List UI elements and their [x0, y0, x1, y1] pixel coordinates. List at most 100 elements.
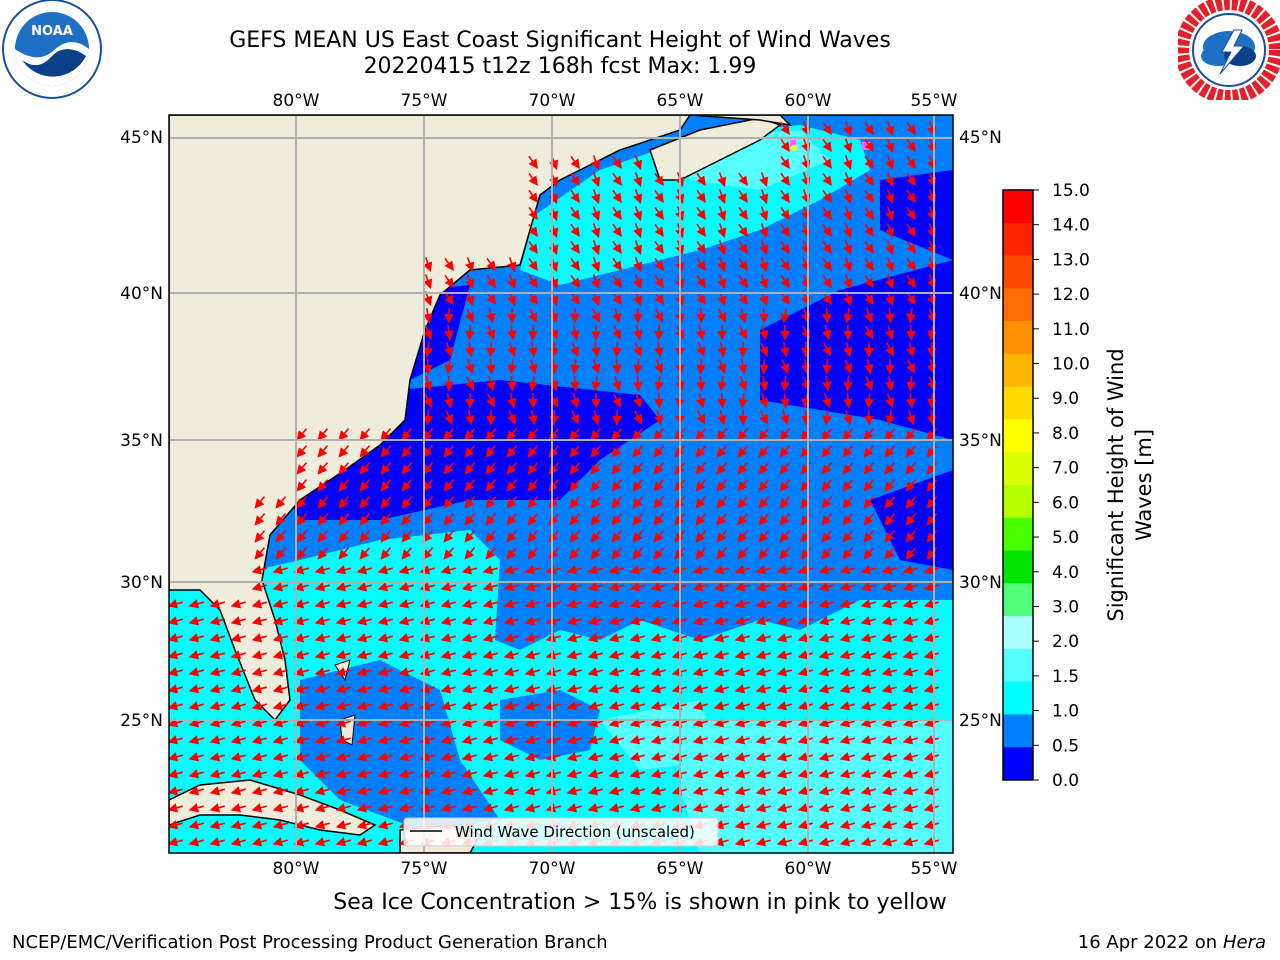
wind-arrow — [885, 307, 895, 324]
lon-label: 75°W — [401, 91, 448, 111]
wind-arrow — [839, 565, 856, 575]
lon-label: 65°W — [657, 859, 704, 879]
wind-arrow — [440, 565, 457, 575]
wind-arrow — [716, 428, 728, 441]
wind-arrow — [356, 752, 373, 762]
wind-arrow — [440, 582, 457, 592]
wind-arrow — [612, 308, 622, 324]
wind-arrow — [801, 409, 811, 426]
wind-arrow — [839, 599, 856, 609]
wind-arrow — [590, 445, 602, 458]
wind-arrow — [822, 307, 832, 324]
wind-arrow — [527, 530, 539, 543]
wind-arrow — [464, 462, 476, 475]
wind-arrow — [440, 599, 457, 609]
wind-arrow — [860, 565, 877, 575]
wind-arrow — [717, 375, 727, 392]
wind-arrow — [633, 274, 643, 290]
wind-arrow — [633, 358, 643, 375]
wind-arrow — [654, 375, 664, 392]
wind-arrow — [507, 358, 517, 375]
wind-arrow — [629, 701, 646, 711]
wind-arrow — [650, 752, 667, 762]
wind-arrow — [654, 392, 664, 409]
wind-arrow — [338, 547, 350, 560]
colorbar-tick-label: 4.0 — [1052, 563, 1079, 583]
wind-arrow — [860, 752, 877, 762]
wind-arrow — [486, 291, 496, 306]
wind-arrow — [566, 616, 583, 626]
wind-arrow — [612, 274, 622, 289]
wind-arrow — [528, 189, 538, 204]
wind-arrow — [717, 189, 727, 205]
wind-arrow — [377, 667, 394, 677]
wind-arrow — [737, 479, 749, 492]
wind-arrow — [169, 701, 184, 711]
wind-arrow — [923, 684, 940, 694]
wind-arrow — [251, 582, 268, 592]
colorbar-tick-label: 15.0 — [1052, 181, 1090, 201]
wind-arrow — [759, 307, 769, 324]
wind-arrow — [632, 445, 644, 458]
wind-arrow — [482, 582, 499, 592]
wind-arrow — [906, 274, 916, 289]
wind-arrow — [654, 410, 664, 426]
wind-arrow — [780, 392, 790, 409]
wind-arrow — [692, 701, 709, 711]
wind-arrow — [188, 701, 205, 711]
wind-arrow — [188, 718, 205, 728]
wind-arrow — [482, 633, 499, 643]
wind-arrow — [818, 667, 835, 677]
wind-arrow — [188, 616, 205, 626]
wind-arrow — [653, 462, 665, 475]
wind-arrow — [465, 308, 474, 323]
colorbar-swatch — [1003, 452, 1033, 486]
wind-arrow — [864, 358, 874, 375]
lat-label: 40°N — [120, 284, 163, 304]
wind-arrow — [923, 667, 940, 677]
wind-arrow — [482, 650, 499, 660]
wind-arrow — [335, 633, 352, 643]
colorbar-tick-label: 1.5 — [1052, 667, 1079, 687]
colorbar-tick-label: 1.0 — [1052, 702, 1079, 722]
wind-arrow — [696, 257, 706, 272]
wind-arrow — [839, 667, 856, 677]
wind-arrow — [188, 769, 205, 779]
wind-arrow — [465, 359, 475, 375]
wind-arrow — [335, 667, 352, 677]
wind-arrow — [839, 633, 856, 643]
wind-arrow — [717, 206, 727, 222]
wind-arrow — [293, 650, 310, 660]
wind-arrow — [423, 274, 433, 290]
wind-arrow — [885, 375, 895, 392]
lon-label: 80°W — [273, 91, 320, 111]
colorbar-swatch — [1003, 353, 1033, 388]
wind-arrow — [296, 479, 308, 492]
wind-arrow — [612, 189, 622, 204]
wind-arrow — [507, 410, 516, 425]
wind-arrow — [209, 718, 226, 728]
wind-arrow — [569, 428, 581, 441]
wind-arrow — [905, 530, 917, 543]
wind-arrow — [759, 172, 769, 188]
lat-label: 30°N — [959, 573, 1002, 593]
wind-arrow — [591, 308, 600, 323]
lat-label: 35°N — [959, 431, 1002, 451]
wind-arrow — [272, 735, 289, 745]
wind-arrow — [486, 325, 496, 340]
wind-arrow — [885, 206, 895, 222]
wind-arrow — [608, 701, 625, 711]
wind-arrow — [864, 206, 874, 221]
wind-arrow — [444, 342, 454, 358]
wind-arrow — [209, 684, 226, 694]
colorbar-swatch — [1003, 386, 1033, 420]
wind-arrow — [864, 138, 874, 153]
wind-arrow — [776, 701, 793, 711]
wind-arrow — [230, 616, 247, 626]
wind-arrow — [566, 718, 583, 728]
wind-arrow — [633, 155, 643, 171]
lon-label: 75°W — [401, 859, 448, 879]
wind-arrow — [507, 342, 517, 357]
wind-arrow — [902, 667, 919, 677]
wind-arrow — [317, 530, 329, 543]
